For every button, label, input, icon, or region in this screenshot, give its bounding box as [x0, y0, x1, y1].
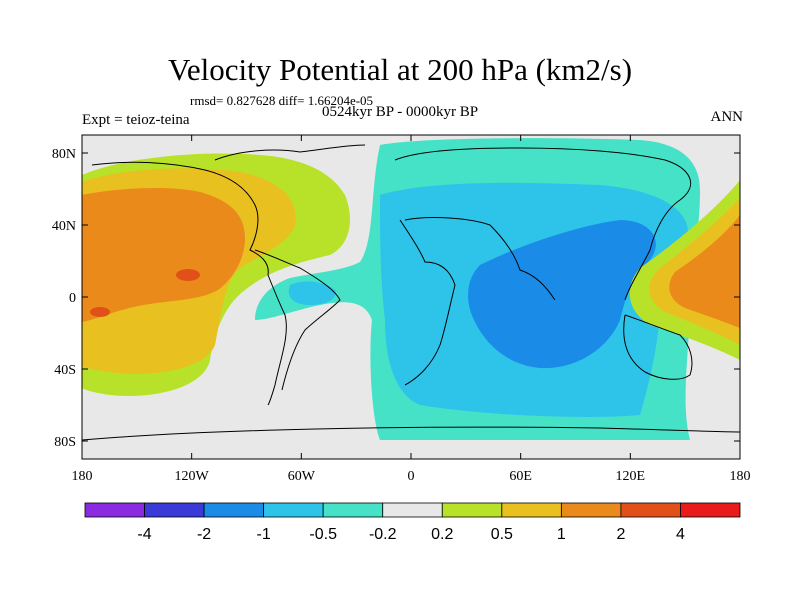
- lon-tick-label: 180: [72, 469, 93, 484]
- lon-tick-label: 60E: [509, 469, 532, 484]
- experiment-label: Expt = teioz-teina: [82, 112, 190, 128]
- colorbar-swatch: [144, 502, 205, 518]
- colorbar-label: -1: [257, 526, 271, 543]
- colorbar-label: 4: [676, 526, 685, 543]
- lat-tick-label: 40N: [52, 219, 76, 234]
- colorbar-label: 0.5: [491, 526, 513, 543]
- positive-core-south: [90, 307, 110, 317]
- lon-tick-label: 120W: [175, 469, 210, 484]
- lat-tick-label: 0: [69, 291, 76, 306]
- plot-title: Velocity Potential at 200 hPa (km2/s): [167, 52, 633, 87]
- colorbar-swatch: [203, 502, 265, 518]
- lon-tick-label: 180: [730, 469, 751, 484]
- colorbar-label: -4: [137, 526, 151, 543]
- colorbar: -4 -2 -1 -0.5 -0.2 0.2 0.5 1 2 4: [84, 502, 741, 543]
- season-label: ANN: [710, 109, 744, 125]
- colorbar-swatch: [441, 502, 503, 518]
- colorbar-label: 0.2: [431, 526, 453, 543]
- colorbar-label: -2: [197, 526, 211, 543]
- positive-core-north: [176, 269, 200, 281]
- colorbar-swatch: [560, 502, 622, 518]
- stats-line: rmsd= 0.827628 diff= 1.66204e-05: [190, 93, 374, 108]
- colorbar-swatch: [620, 502, 681, 518]
- colorbar-label: 1: [557, 526, 566, 543]
- negative-patch-atlantic: [288, 281, 336, 305]
- positive-region-strong: [82, 188, 245, 322]
- lon-tick-label: 120E: [616, 469, 646, 484]
- colorbar-swatch: [680, 502, 741, 518]
- coastlines: [82, 144, 740, 441]
- colorbar-label: -0.5: [309, 526, 337, 543]
- lat-tick-label: 80N: [52, 147, 76, 162]
- lon-tick-label: 60W: [288, 469, 316, 484]
- lat-tick-label: 40S: [54, 363, 76, 378]
- colorbar-swatch: [501, 502, 562, 518]
- colorbar-label: -0.2: [369, 526, 397, 543]
- negative-region-strong: [468, 220, 656, 369]
- colorbar-swatch: [84, 502, 145, 518]
- period-label: 0524kyr BP - 0000kyr BP: [322, 104, 479, 120]
- lat-tick-label: 80S: [54, 435, 76, 450]
- lon-tick-label: 0: [408, 469, 415, 484]
- colorbar-swatch: [382, 502, 443, 518]
- colorbar-label: 2: [616, 526, 625, 543]
- colorbar-swatch: [263, 502, 324, 518]
- contour-fields: [82, 135, 740, 459]
- colorbar-swatch: [322, 502, 384, 518]
- positive-region-pacific-strong: [669, 215, 740, 328]
- axis-ticks: 180 120W 60W 0 60E 120E 180 80N 40N 0 40S 80S: [52, 135, 751, 484]
